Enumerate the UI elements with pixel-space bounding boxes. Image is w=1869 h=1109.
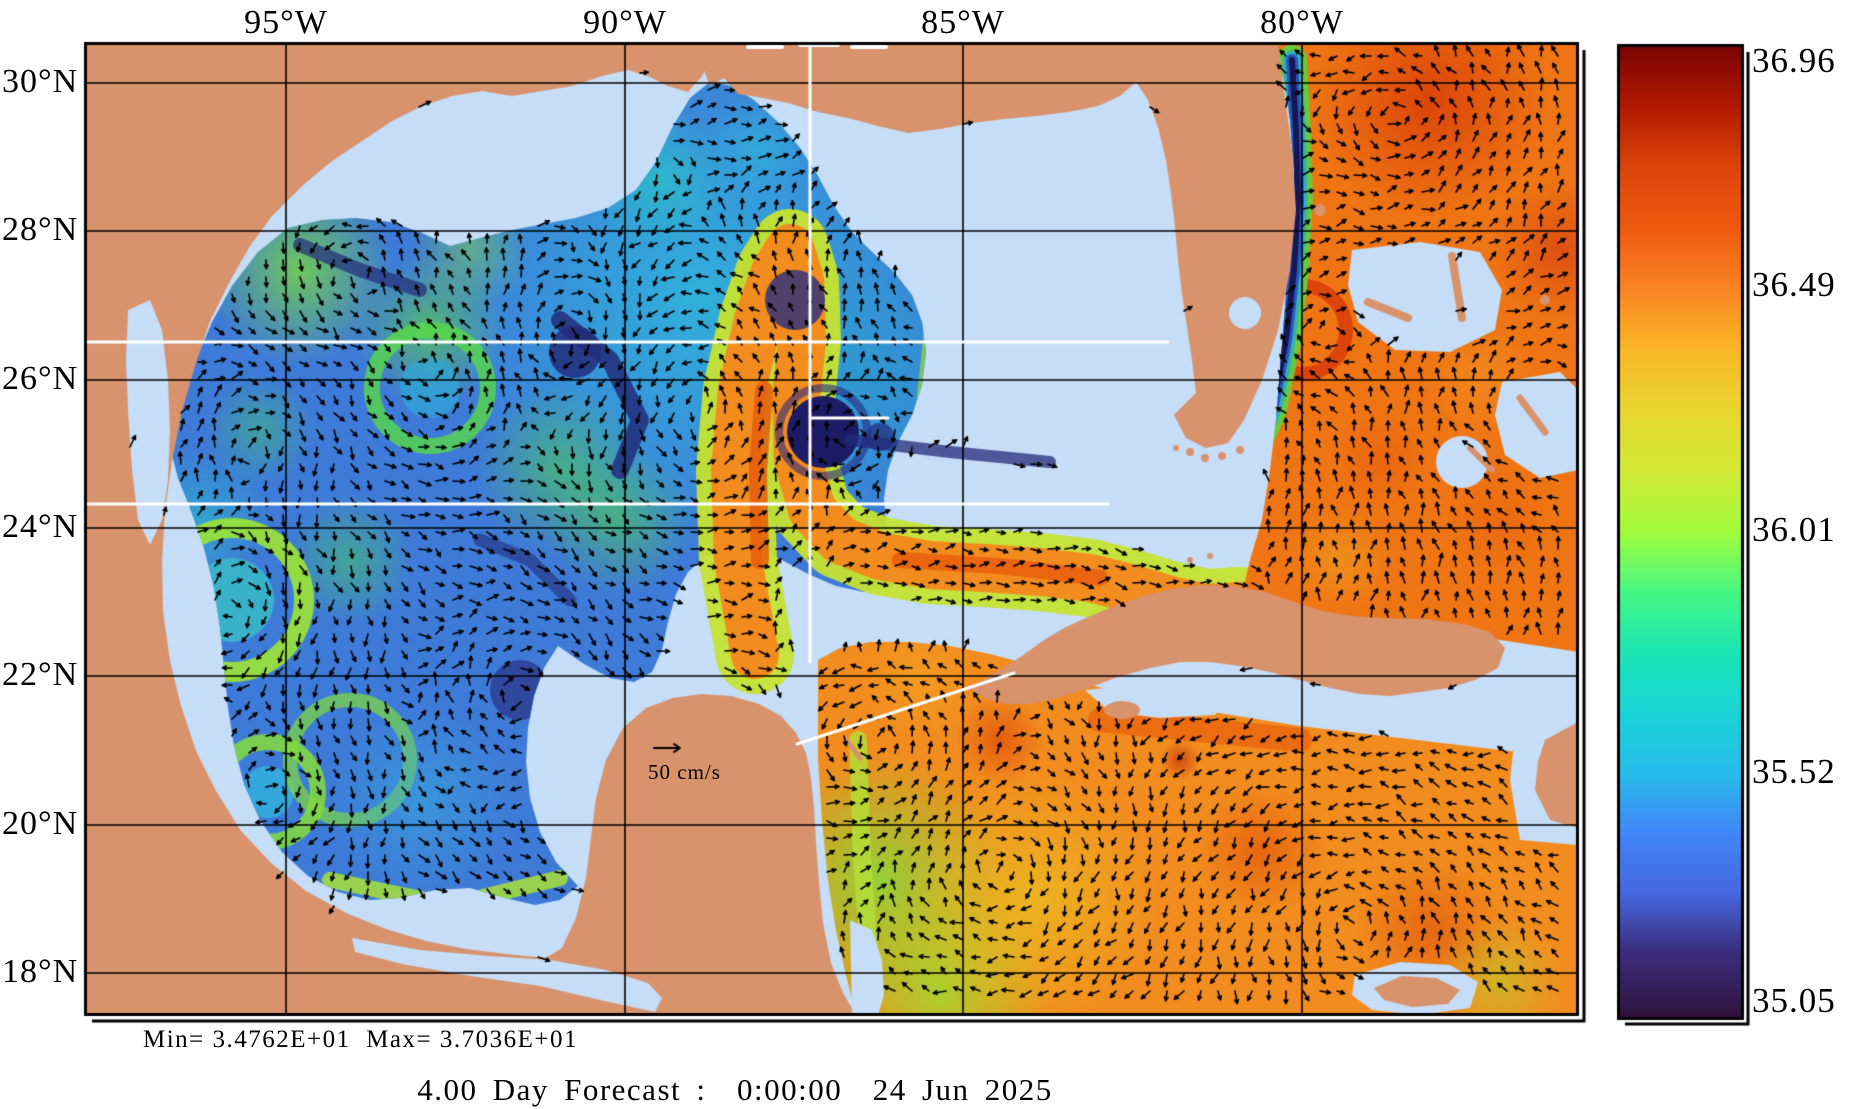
lat-tick-label: 28°N bbox=[2, 211, 79, 248]
minmax-annotation: Min= 3.4762E+01 Max= 3.7036E+01 bbox=[143, 1026, 578, 1053]
lat-tick-label: 26°N bbox=[2, 360, 79, 397]
lat-tick-label: 20°N bbox=[2, 805, 79, 842]
figure-title: 4.00 Day Forecast : 0:00:00 24 Jun 2025 bbox=[417, 1072, 1053, 1107]
lon-tick-label: 90°W bbox=[583, 4, 667, 41]
lat-tick-label: 22°N bbox=[2, 656, 79, 693]
colorbar-tick-label: 36.01 bbox=[1752, 510, 1836, 549]
lat-tick-label: 18°N bbox=[2, 953, 79, 990]
lon-tick-label: 80°W bbox=[1260, 4, 1344, 41]
lon-tick-label: 95°W bbox=[244, 4, 328, 41]
lon-tick-label: 85°W bbox=[921, 4, 1005, 41]
lat-tick-label: 24°N bbox=[2, 508, 79, 545]
colorbar-tick-label: 36.49 bbox=[1752, 265, 1836, 304]
colorbar-tick-label: 36.96 bbox=[1752, 41, 1836, 80]
colorbar-tick-label: 35.52 bbox=[1752, 752, 1836, 791]
colorbar-tick-label: 35.05 bbox=[1752, 981, 1836, 1020]
vector-scale-label: 50 cm/s bbox=[648, 760, 721, 784]
lat-tick-label: 30°N bbox=[2, 63, 79, 100]
